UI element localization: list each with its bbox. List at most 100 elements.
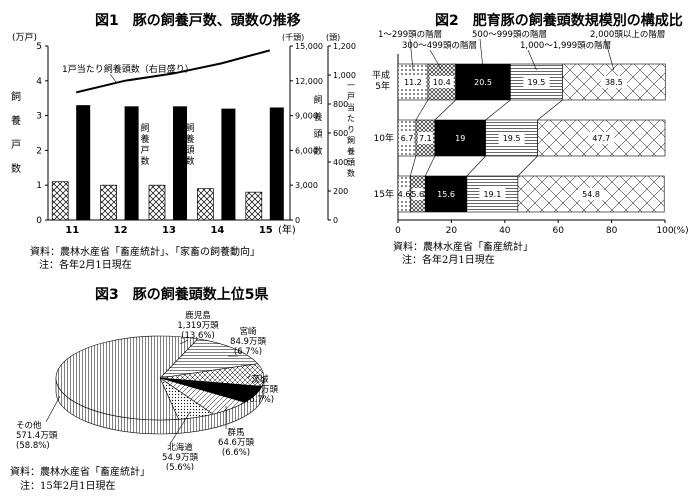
svg-text:り: り [347, 125, 355, 134]
fig2-data-label: 6.7 [401, 134, 414, 143]
fig2-legend-leader [409, 38, 414, 71]
fig1-x-tick-label: 13 [162, 225, 176, 236]
svg-text:数: 数 [140, 155, 149, 167]
fig2-row-label: 10年 [374, 132, 394, 144]
fig2-data-label-bg [578, 188, 605, 200]
fig1-date-note: 注：各年2月1日現在 [39, 260, 132, 271]
svg-text:数: 数 [313, 145, 322, 157]
fig2-data-label: 19.5 [528, 78, 546, 87]
fig2-data-label: 54.8 [582, 190, 600, 199]
fig2-data-label: 15.6 [437, 190, 455, 199]
fig1-right-tick-label: 0 [333, 216, 338, 225]
fig2-connector [537, 99, 563, 121]
fig2-data-label-bg [600, 76, 627, 88]
fig2-data-label-bg [498, 132, 525, 144]
fig3-slice-percent: (6.7%) [246, 395, 274, 405]
fig3-slice-percent: (6.6%) [222, 448, 250, 458]
fig1-left-tick-label: 2 [36, 146, 42, 156]
fig1-left-tick-label: 4 [36, 77, 42, 87]
fig2-data-label: 38.5 [605, 78, 623, 87]
fig2-data-label: 4.6 [398, 190, 411, 199]
fig2-connector [424, 155, 436, 177]
fig1-combo-chart: 01234503,0006,0009,00012,00015,000020040… [11, 32, 356, 236]
fig3-pie-slice [55, 335, 199, 421]
fig3-slice-percent: (5.6%) [166, 463, 194, 470]
fig3-leader [247, 375, 251, 379]
fig2-data-label-bg [523, 76, 550, 88]
svg-text:頭: 頭 [313, 129, 322, 140]
fig3-date-note: 注：15年2月1日現在 [20, 481, 116, 492]
svg-text:数: 数 [185, 155, 194, 167]
fig2-x-tick-label: 20 [446, 226, 458, 236]
fig2-row-label: 5年 [375, 80, 390, 92]
fig2-data-label-bg [400, 188, 409, 200]
svg-text:数: 数 [11, 162, 21, 175]
fig3-slice-value: 64.6万頭 [218, 438, 254, 448]
fig2-connector [415, 99, 429, 121]
fig2-data-label: 5.6 [411, 190, 424, 199]
fig2-row-label: 15年 [374, 188, 394, 200]
fig1-bar-households [197, 188, 214, 221]
fig3-slice-value: 1,319万頭 [177, 321, 219, 331]
svg-text:飼: 飼 [313, 94, 322, 106]
fig3-slice-name: 鹿児島 [185, 310, 211, 321]
svg-text:一: 一 [347, 81, 355, 90]
fig1-right-unit: (頭) [326, 33, 340, 42]
fig3-leader [169, 411, 191, 445]
fig1-title: 図1 豚の飼養戸数、頭数の推移 [95, 13, 301, 29]
fig1-x-tick-label: 15 [259, 225, 273, 236]
fig1-mid-tick-label: 9,000 [295, 112, 318, 121]
fig1-x-tick-label: 11 [65, 225, 79, 236]
fig1-line-label: 1戸当たり飼養頭数（右目盛り） [62, 63, 194, 75]
fig2-x-unit: (%) [673, 226, 689, 236]
fig1-mid-tick-label: 3,000 [295, 181, 318, 190]
fig1-bar-households [245, 191, 263, 221]
fig2-x-tick-label: 80 [606, 226, 618, 236]
fig1-right-tick-label: 400 [333, 158, 348, 167]
fig1-mid-tick-label: 12,000 [295, 77, 323, 86]
fig1-bar-households [100, 184, 117, 221]
svg-text:戸: 戸 [347, 92, 355, 101]
fig2-data-label: 11.2 [404, 78, 422, 87]
fig1-right-tick-label: 1,000 [333, 71, 356, 80]
fig3-slice-name: 群馬 [227, 427, 244, 438]
fig2-x-tick-label: 0 [395, 226, 401, 236]
svg-text:戸: 戸 [11, 139, 21, 151]
fig2-connector [517, 155, 538, 177]
fig1-x-unit: (年) [278, 223, 296, 236]
fig2-source-note: 資料：農林水産省「畜産統計」 [393, 242, 533, 253]
fig2-connector [409, 155, 417, 177]
fig1-x-tick-label: 12 [114, 225, 128, 236]
fig1-bar-heads [269, 107, 284, 220]
fig2-legend-label: 1,000～1,999頭の階層 [520, 40, 611, 51]
svg-text:数: 数 [347, 168, 355, 178]
fig3-slice-percent: (13.6%) [181, 331, 215, 341]
fig2-legend-label: 1～299頭の階層 [378, 29, 442, 40]
fig2-data-label-bg [417, 132, 433, 144]
fig2-legend-label: 300～499頭の階層 [402, 40, 477, 51]
fig2-data-label: 7.1 [419, 134, 432, 143]
fig2-title: 図2 肥育豚の飼養頭数規模別の構成比 [435, 13, 683, 29]
fig1-left-tick-label: 3 [36, 112, 42, 122]
fig3-leader [179, 339, 189, 345]
fig2-legend-label: 500～999頭の階層 [472, 29, 547, 40]
fig2-connector [434, 99, 456, 121]
fig2-data-label-bg [400, 132, 414, 144]
fig2-data-label: 10.4 [433, 78, 451, 87]
svg-text:戸: 戸 [140, 145, 149, 156]
fig2-data-label-bg [470, 76, 497, 88]
svg-text:養: 養 [313, 111, 322, 123]
fig2-data-label-bg [400, 76, 426, 88]
fig1-bar-label-heads: 飼養頭数 [185, 122, 194, 167]
svg-text:飼: 飼 [140, 122, 149, 134]
svg-text:養: 養 [11, 114, 21, 127]
fig2-data-label-bg [433, 188, 460, 200]
fig1-line-per-farm [75, 49, 271, 94]
fig3-source-note: 資料：農林水産省「畜産統計」 [10, 467, 150, 478]
fig2-legend-leader [604, 38, 615, 71]
fig1-bar-label-households: 飼養戸数 [140, 122, 149, 167]
fig1-mid-tick-label: 6,000 [295, 146, 318, 155]
fig3-slice-name: 宮崎 [239, 326, 257, 337]
fig1-left-tick-label: 5 [36, 42, 42, 52]
